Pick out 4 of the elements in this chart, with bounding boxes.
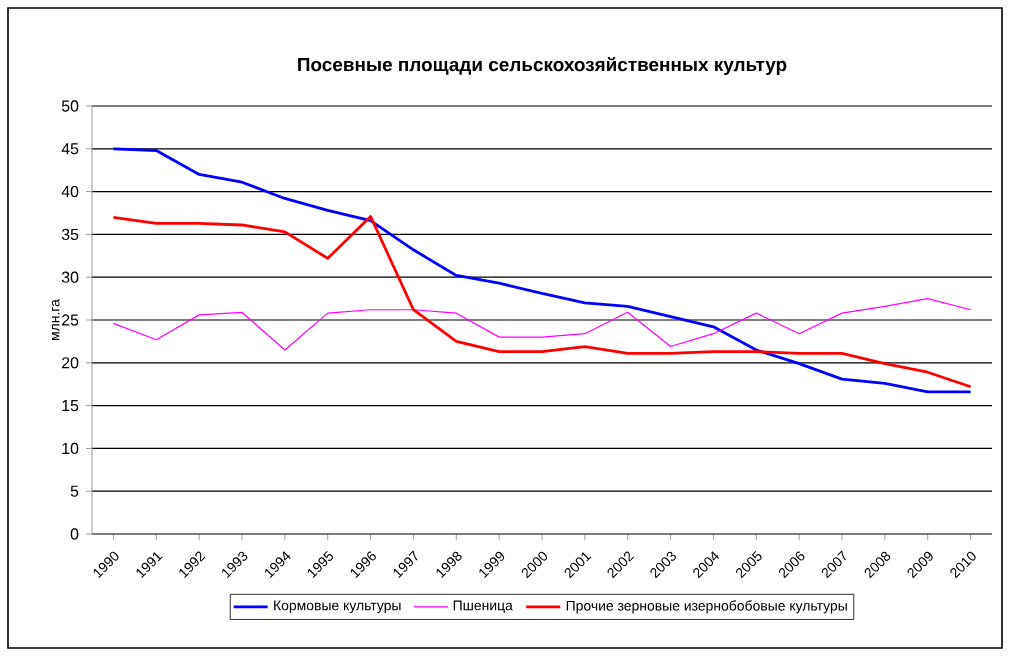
line-series	[112, 147, 972, 394]
line-series	[112, 298, 972, 351]
chart-title: Посевные площади сельскохозяйственных культур	[298, 56, 787, 76]
line-series	[112, 215, 972, 389]
